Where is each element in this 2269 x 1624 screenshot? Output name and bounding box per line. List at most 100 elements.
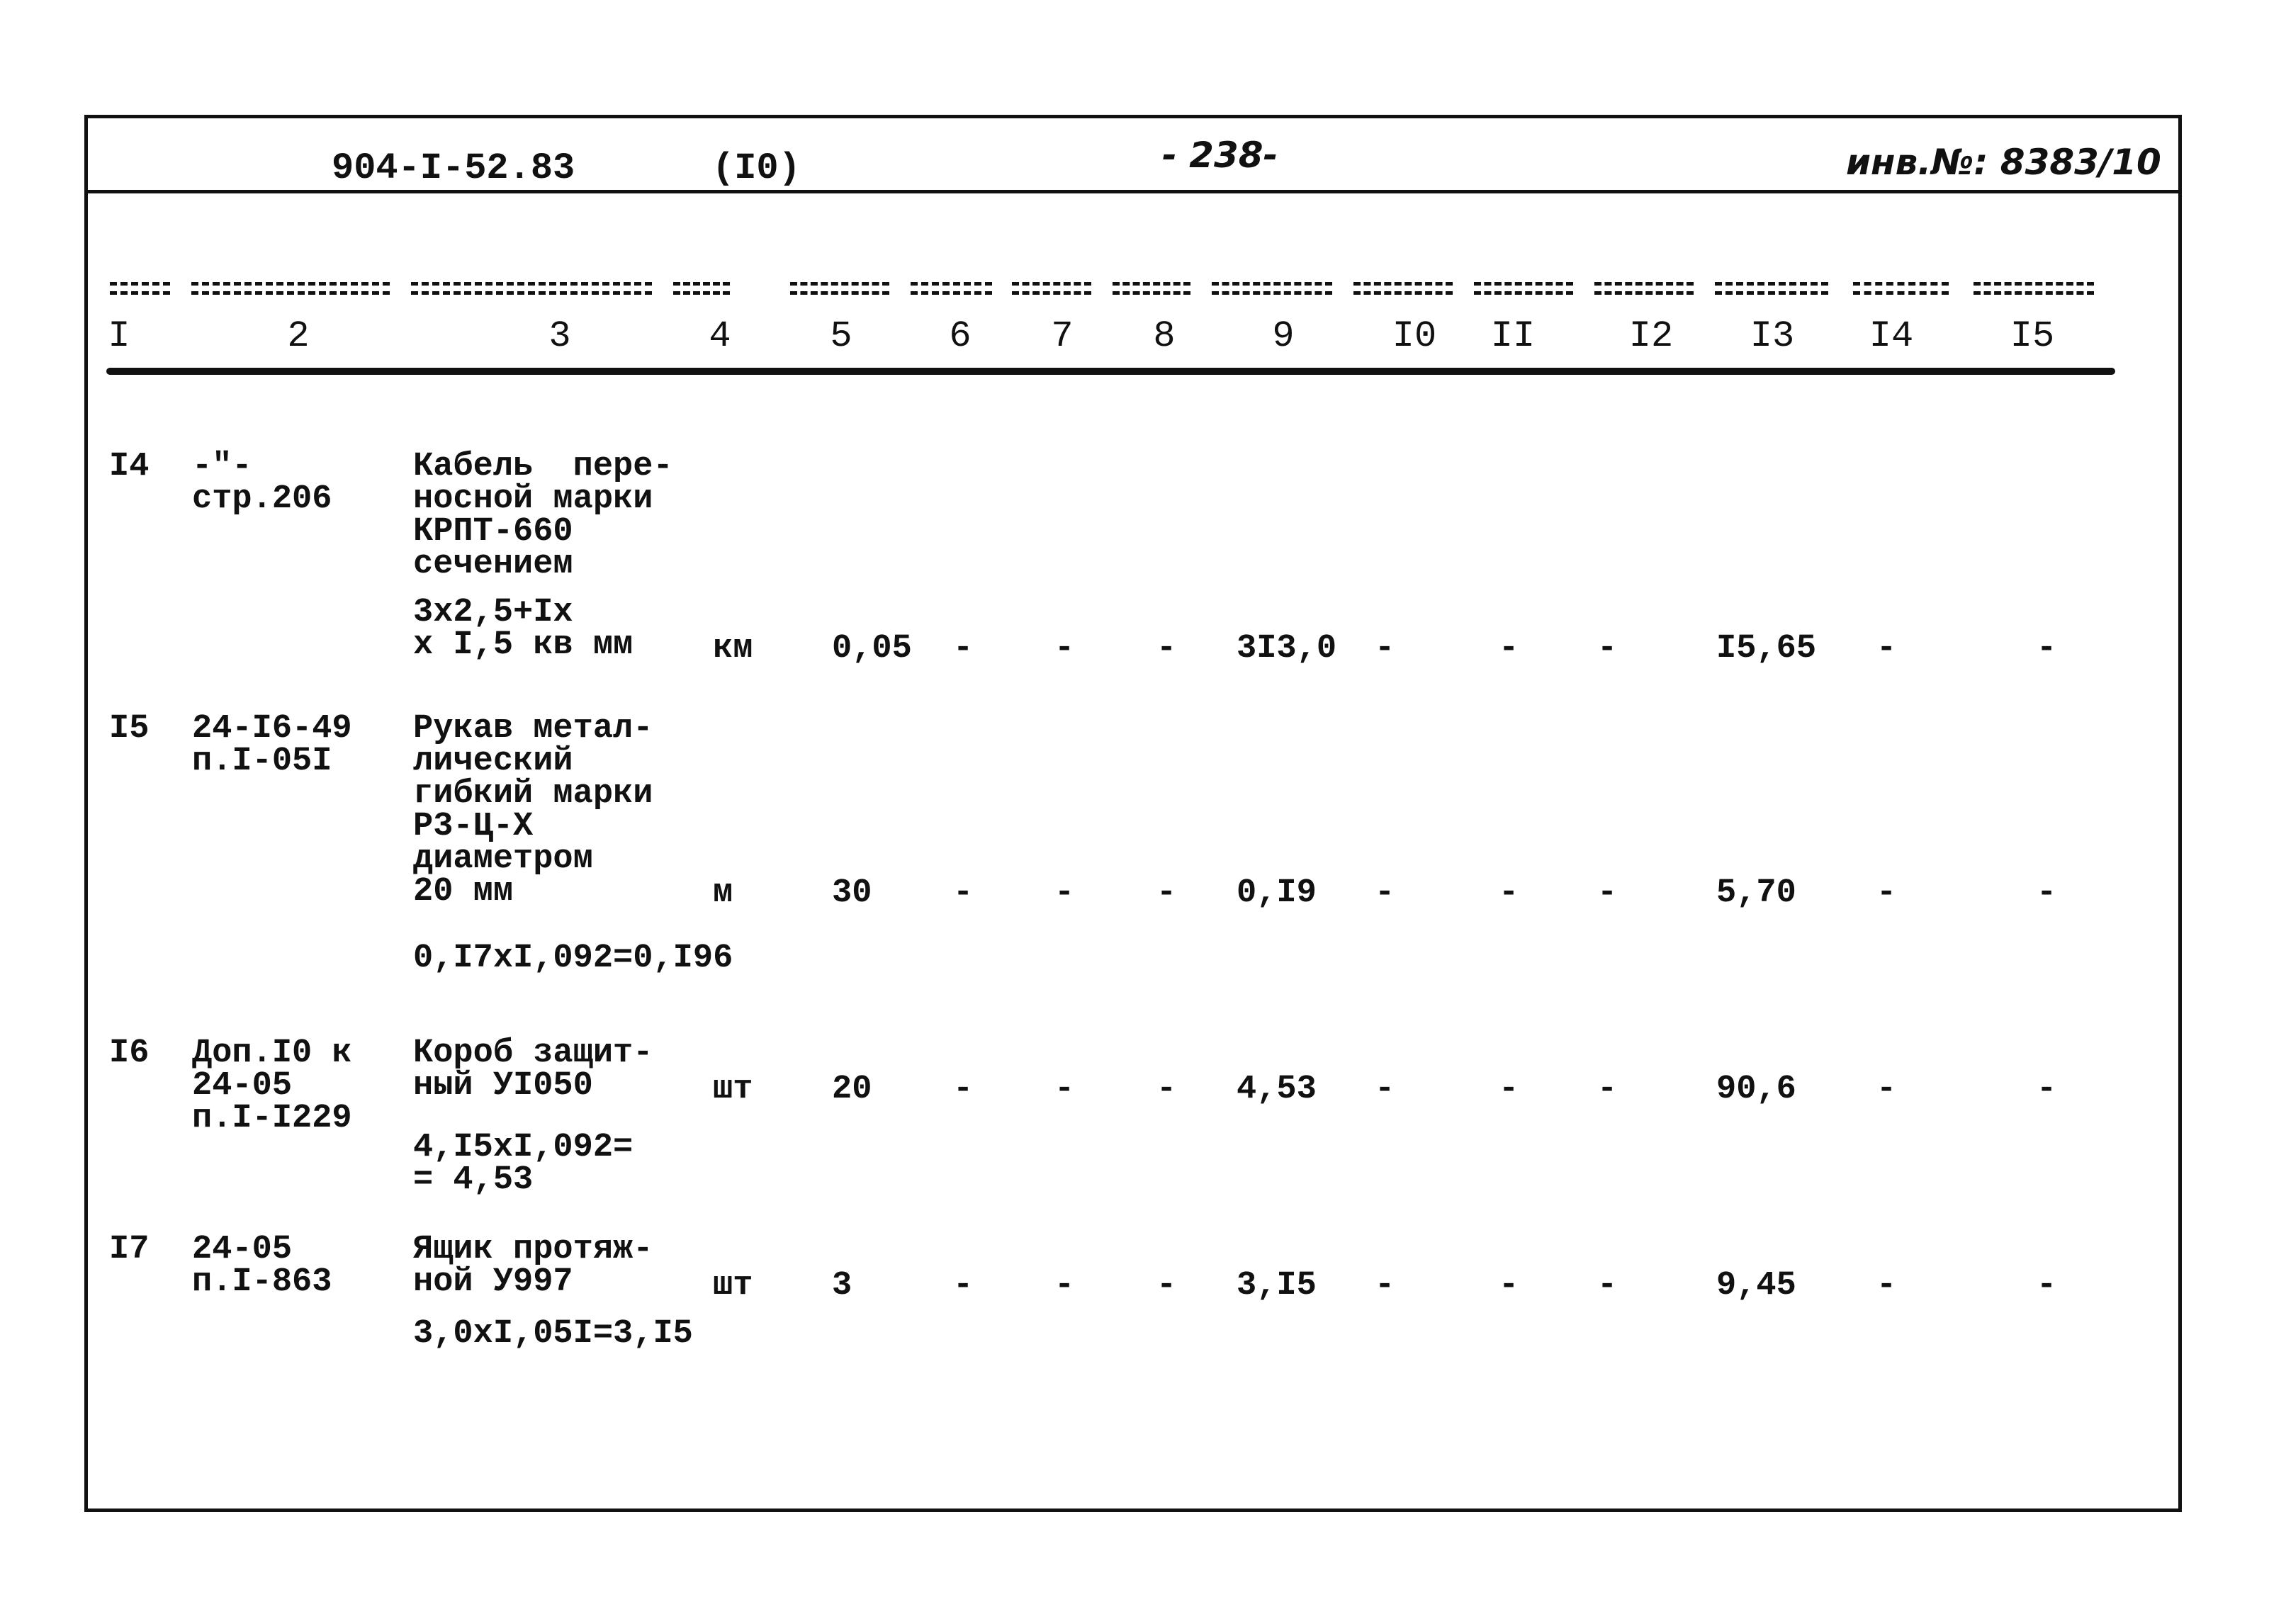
- column-separator-dashes: [1715, 282, 1828, 295]
- value-col-14: -: [1876, 1071, 1897, 1108]
- calculation-line: 3,0хI,05I=3,I5: [413, 1315, 693, 1353]
- unit: шт: [713, 1267, 753, 1304]
- column-number: I: [108, 315, 130, 357]
- description-line: Рукав метал-: [413, 710, 653, 748]
- reference-line: п.I-863: [192, 1263, 332, 1301]
- value-col-8: -: [1156, 874, 1177, 912]
- value-col-13: 9,45: [1716, 1267, 1796, 1304]
- value-col-11: -: [1499, 1267, 1519, 1304]
- column-separator-dashes: [790, 282, 889, 295]
- value-col-6: -: [953, 1267, 974, 1304]
- row-number: I5: [109, 710, 150, 748]
- value-col-7: -: [1054, 630, 1075, 667]
- column-number: 9: [1272, 315, 1295, 357]
- description-line: сечением: [413, 546, 573, 583]
- value-col-8: -: [1156, 630, 1177, 667]
- calculation-line: 0,I7хI,092=0,I96: [413, 940, 733, 977]
- value-col-5: 30: [832, 874, 872, 912]
- value-col-6: -: [953, 874, 974, 912]
- row-number: I4: [109, 448, 150, 485]
- value-col-13: 90,6: [1716, 1071, 1796, 1108]
- calculation-line: = 4,53: [413, 1161, 534, 1199]
- value-col-15: -: [2037, 1071, 2057, 1108]
- unit: м: [713, 874, 733, 912]
- value-col-9: 3,I5: [1237, 1267, 1317, 1304]
- description-line: лический: [413, 743, 573, 780]
- table-header-rule: [106, 368, 2115, 375]
- column-number: 2: [287, 315, 310, 357]
- column-number: 6: [949, 315, 972, 357]
- value-col-9: 3I3,0: [1237, 630, 1337, 667]
- value-col-11: -: [1499, 630, 1519, 667]
- description-line: КРПТ-660: [413, 513, 573, 551]
- sheet-number: (I0): [712, 147, 801, 189]
- column-separator-dashes: [1474, 282, 1573, 295]
- reference-line: Доп.I0 к: [192, 1034, 352, 1072]
- column-number: I4: [1869, 315, 1914, 357]
- value-col-10: -: [1375, 1071, 1395, 1108]
- doc-code: 904-I-52.83: [332, 147, 575, 189]
- description-line: ный УI050: [413, 1067, 593, 1105]
- unit: шт: [713, 1071, 753, 1108]
- calculation-line: х I,5 кв мм: [413, 626, 634, 664]
- value-col-6: -: [953, 1071, 974, 1108]
- value-col-11: -: [1499, 1071, 1519, 1108]
- value-col-15: -: [2037, 630, 2057, 667]
- column-separator-dashes: [1212, 282, 1332, 295]
- value-col-7: -: [1054, 874, 1075, 912]
- description-line: Р3-Ц-Х: [413, 808, 534, 845]
- description-line: 20 мм: [413, 873, 514, 910]
- description-line: Кабель пере-: [413, 448, 673, 485]
- value-col-14: -: [1876, 1267, 1897, 1304]
- reference-line: 24-I6-49: [192, 710, 352, 748]
- column-number: 7: [1051, 315, 1074, 357]
- column-number: II: [1490, 315, 1536, 357]
- column-separator-dashes: [1594, 282, 1694, 295]
- value-col-12: -: [1597, 874, 1618, 912]
- column-number: 3: [548, 315, 571, 357]
- reference-line: п.I-I229: [192, 1100, 352, 1137]
- value-col-8: -: [1156, 1071, 1177, 1108]
- calculation-line: 3х2,5+Iх: [413, 594, 573, 631]
- value-col-6: -: [953, 630, 974, 667]
- reference-line: стр.206: [192, 480, 332, 518]
- unit: км: [713, 630, 753, 667]
- value-col-5: 20: [832, 1071, 872, 1108]
- column-number: I2: [1628, 315, 1674, 357]
- value-col-10: -: [1375, 630, 1395, 667]
- column-separator-dashes: [1353, 282, 1453, 295]
- value-col-11: -: [1499, 874, 1519, 912]
- column-separator-dashes: [1012, 282, 1091, 295]
- value-col-12: -: [1597, 1267, 1618, 1304]
- column-number: 5: [830, 315, 852, 357]
- value-col-7: -: [1054, 1267, 1075, 1304]
- value-col-5: 0,05: [832, 630, 912, 667]
- column-separator-dashes: [1113, 282, 1190, 295]
- value-col-15: -: [2037, 874, 2057, 912]
- column-number: I0: [1392, 315, 1437, 357]
- value-col-8: -: [1156, 1267, 1177, 1304]
- value-col-14: -: [1876, 874, 1897, 912]
- value-col-10: -: [1375, 874, 1395, 912]
- description-line: ной У997: [413, 1263, 573, 1301]
- value-col-12: -: [1597, 630, 1618, 667]
- row-number: I6: [109, 1034, 150, 1072]
- column-number: 4: [709, 315, 731, 357]
- reference-line: -"-: [192, 448, 252, 485]
- column-separator-dashes: [110, 282, 170, 295]
- column-number: I5: [2010, 315, 2055, 357]
- column-separator-dashes: [191, 282, 390, 295]
- reference-line: 24-05: [192, 1231, 293, 1268]
- value-col-9: 0,I9: [1237, 874, 1317, 912]
- description-line: Короб защит-: [413, 1034, 653, 1072]
- reference-line: п.I-05I: [192, 743, 332, 780]
- page-frame: [84, 115, 2182, 1512]
- value-col-7: -: [1054, 1071, 1075, 1108]
- column-separator-dashes: [1974, 282, 2094, 295]
- inventory-number: инв.№: 8383/10: [1846, 142, 2161, 183]
- column-number: 8: [1153, 315, 1176, 357]
- value-col-14: -: [1876, 630, 1897, 667]
- calculation-line: 4,I5хI,092=: [413, 1129, 634, 1166]
- value-col-9: 4,53: [1237, 1071, 1317, 1108]
- column-separator-dashes: [911, 282, 992, 295]
